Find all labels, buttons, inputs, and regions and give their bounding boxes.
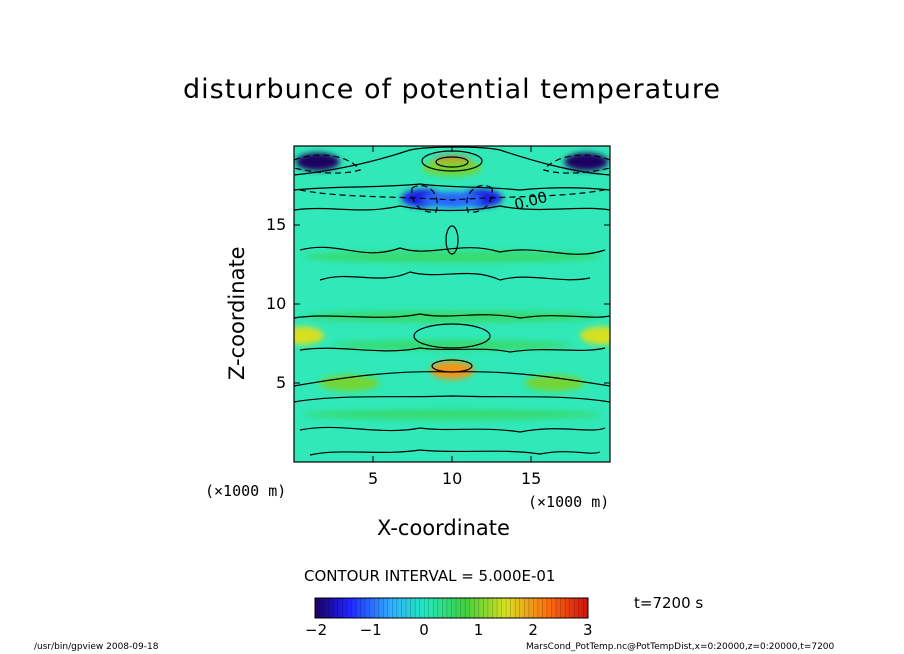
field-band-2	[302, 409, 602, 420]
x-axis-label: X-coordinate	[377, 516, 510, 540]
field-band-3	[332, 340, 572, 351]
field-feature-7	[430, 361, 474, 380]
y-axis-label: Z-coordinate	[225, 246, 249, 380]
field-feature-9	[524, 375, 585, 391]
chart-title: disturbunce of potential temperature	[183, 74, 721, 105]
field-feature-2	[295, 152, 340, 171]
contour-lines	[294, 146, 610, 456]
colorbar-tick-label: −2	[305, 621, 328, 639]
x-tick-label: 15	[521, 469, 542, 488]
contour-interval: CONTOUR INTERVAL = 5.000E-01	[304, 567, 556, 585]
x-axis-ticks	[372, 146, 532, 462]
time-label: t=7200 s	[634, 594, 704, 612]
negative-contours	[294, 154, 610, 213]
colorbar-tick-label: 1	[473, 621, 484, 639]
field-feature-11	[580, 326, 610, 345]
colorbar-tick-label: 0	[419, 621, 429, 639]
colorbar-stripes	[319, 598, 584, 618]
field-band-1	[302, 310, 602, 323]
y-axis-ticks	[294, 224, 610, 384]
field-band-0	[302, 250, 602, 263]
colorbar-tick-label: −1	[359, 621, 382, 639]
field-feature-10	[294, 326, 324, 345]
field-layer	[294, 146, 610, 462]
x-axis-unit: (×1000 m)	[528, 493, 610, 511]
x-tick-label: 10	[442, 469, 463, 488]
footer-left: /usr/bin/gpview 2008-09-18	[34, 642, 159, 652]
colorbar-tick-label: 2	[528, 621, 538, 639]
y-axis-unit: (×1000 m)	[205, 482, 287, 500]
x-tick-label: 5	[368, 469, 379, 488]
y-tick-label: 10	[266, 294, 287, 313]
footer-right: MarsCond_PotTemp.nc@PotTempDist,x=0:2000…	[526, 642, 835, 652]
y-tick-label: 15	[266, 215, 287, 234]
y-tick-label: 5	[276, 373, 287, 392]
colorbar-tick-label: 3	[583, 621, 593, 639]
colorbar-frame	[314, 597, 589, 619]
field-feature-3	[564, 152, 609, 171]
colorbar-fill	[315, 598, 588, 618]
